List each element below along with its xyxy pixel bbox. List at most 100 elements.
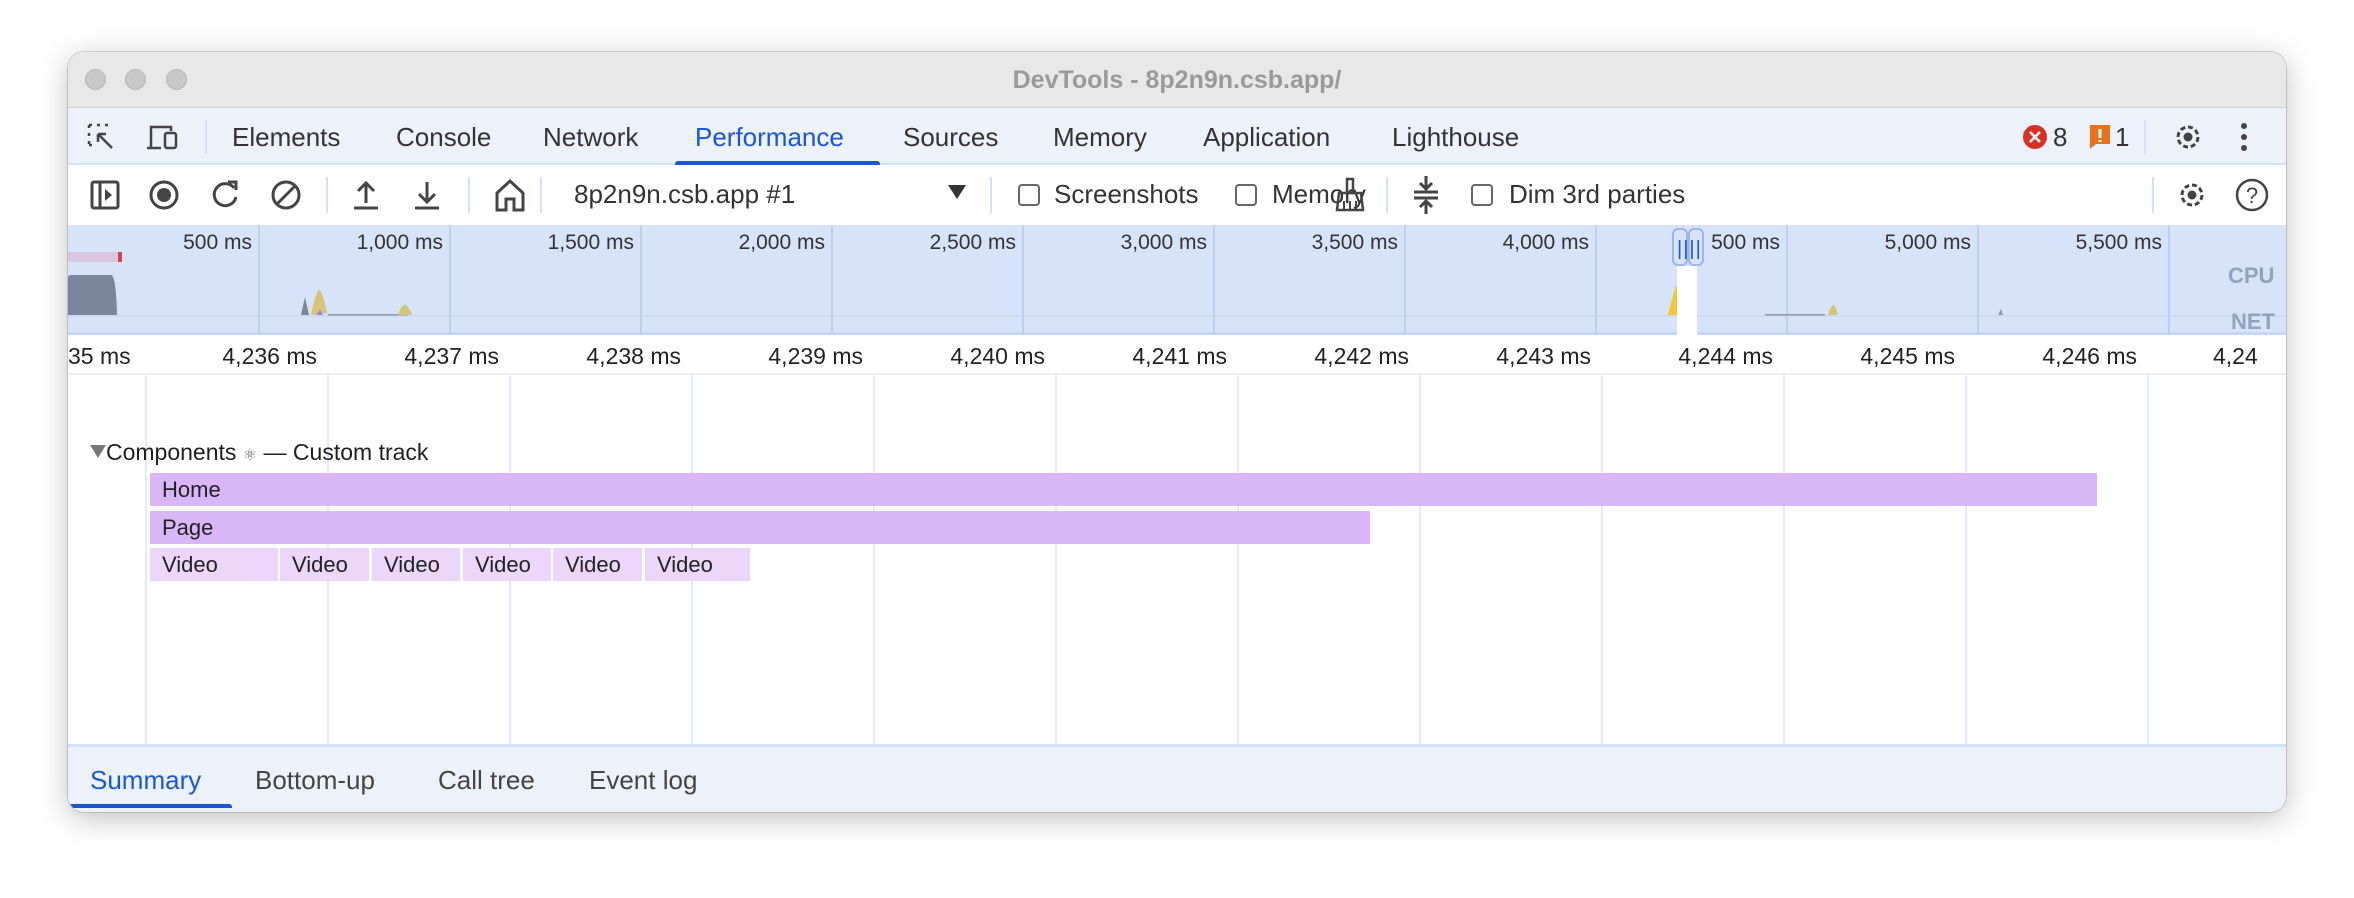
flame-bar-video[interactable]: Video <box>463 548 551 581</box>
overview-tick-label: 5,500 ms <box>2075 231 2162 254</box>
time-gridline <box>1055 375 1057 796</box>
tab-performance[interactable]: Performance <box>695 122 844 152</box>
selection-grip-icon: |||| <box>1677 238 1702 260</box>
flame-bar-page[interactable]: Page <box>150 511 1370 544</box>
selection-window[interactable] <box>1677 266 1697 335</box>
tab-elements[interactable]: Elements <box>232 122 341 152</box>
ruler-tick-label: 4,240 ms <box>950 343 1045 369</box>
flame-chart[interactable]: Components ⚛ — Custom track Home Page Vi… <box>68 375 2286 796</box>
flame-bar-video[interactable]: Video <box>372 548 460 581</box>
divider <box>326 177 328 213</box>
divider <box>205 120 207 154</box>
time-gridline <box>1601 375 1603 796</box>
react-atom-icon: ⚛ <box>242 447 258 464</box>
overview-gridline <box>831 225 833 335</box>
overview-gridline <box>1595 225 1597 335</box>
clear-icon[interactable] <box>270 179 302 211</box>
upload-profile-icon[interactable] <box>351 179 381 211</box>
tab-sources[interactable]: Sources <box>903 122 999 152</box>
recording-select[interactable]: 8p2n9n.csb.app #1 <box>574 179 796 209</box>
dim-3rd-parties-label[interactable]: Dim 3rd parties <box>1509 179 1686 209</box>
active-tab-indicator <box>68 804 232 808</box>
time-gridline <box>1419 375 1421 796</box>
inspect-element-icon[interactable] <box>86 122 118 154</box>
close-window-button[interactable] <box>85 69 106 90</box>
zoom-window-button[interactable] <box>166 69 187 90</box>
overview-gridline <box>258 225 260 335</box>
reload-record-icon[interactable] <box>210 179 240 211</box>
title-bar: DevTools - 8p2n9n.csb.app/ <box>68 52 2286 108</box>
capture-settings-gear-icon[interactable] <box>2176 179 2208 211</box>
overview-gridline <box>449 225 451 335</box>
sidebar-toggle-icon[interactable] <box>90 180 120 210</box>
ruler-tick-label: 4,242 ms <box>1314 343 1409 369</box>
timeline-overview[interactable]: |||| CPU NET 500 ms 1,000 ms 1,500 ms 2,000… <box>68 225 2286 335</box>
device-toolbar-icon[interactable] <box>145 122 181 154</box>
divider <box>2144 120 2146 154</box>
time-gridline <box>509 375 511 796</box>
collapse-triangle-icon[interactable] <box>90 445 106 458</box>
time-gridline <box>327 375 329 796</box>
time-gridline <box>2147 375 2149 796</box>
tab-application[interactable]: Application <box>1203 122 1331 152</box>
home-icon[interactable] <box>494 178 526 212</box>
overview-gridline <box>1786 225 1788 335</box>
collapse-tracks-icon[interactable] <box>1411 175 1441 215</box>
error-icon[interactable] <box>2022 124 2048 150</box>
warning-count[interactable]: 1 <box>2115 122 2130 152</box>
garbage-collect-broom-icon[interactable] <box>1334 177 1366 213</box>
warning-icon[interactable] <box>2089 124 2111 150</box>
tab-event-log[interactable]: Event log <box>589 765 698 795</box>
flame-bar-home[interactable]: Home <box>150 473 2097 506</box>
tab-network[interactable]: Network <box>543 122 639 152</box>
tab-console[interactable]: Console <box>396 122 492 152</box>
screenshots-checkbox[interactable] <box>1018 184 1040 206</box>
overview-gridline <box>640 225 642 335</box>
tab-memory[interactable]: Memory <box>1053 122 1147 152</box>
download-profile-icon[interactable] <box>412 179 442 211</box>
time-gridline <box>691 375 693 796</box>
devtools-window: DevTools - 8p2n9n.csb.app/ Elements Cons… <box>68 52 2286 812</box>
flame-bar-video[interactable]: Video <box>280 548 369 581</box>
ruler-tick-label: 35 ms <box>68 343 131 369</box>
overview-tick-label: 4,000 ms <box>1502 231 1589 254</box>
overview-gridline <box>1977 225 1979 335</box>
error-count[interactable]: 8 <box>2053 122 2068 152</box>
more-options-icon[interactable] <box>2238 121 2250 153</box>
overview-tick-label: 2,500 ms <box>929 231 1016 254</box>
memory-checkbox[interactable] <box>1235 184 1257 206</box>
screenshots-label[interactable]: Screenshots <box>1054 179 1199 209</box>
net-label: NET <box>2231 309 2275 334</box>
overview-gridline <box>1404 225 1406 335</box>
flame-bar-video[interactable]: Video <box>645 548 750 581</box>
overview-tick-label: 2,000 ms <box>738 231 825 254</box>
minimize-window-button[interactable] <box>125 69 146 90</box>
divider <box>468 177 470 213</box>
track-header[interactable]: Components ⚛ — Custom track <box>106 439 428 466</box>
time-gridline <box>1783 375 1785 796</box>
tab-call-tree[interactable]: Call tree <box>438 765 535 795</box>
time-ruler: 35 ms 4,236 ms 4,237 ms 4,238 ms 4,239 ms 4,2… <box>68 335 2286 375</box>
time-gridline <box>1965 375 1967 796</box>
dropdown-arrow-icon[interactable] <box>948 185 966 199</box>
ruler-tick-label: 4,237 ms <box>404 343 499 369</box>
selection-right-handle[interactable] <box>1688 228 1704 266</box>
settings-gear-icon[interactable] <box>2172 121 2204 153</box>
tab-lighthouse[interactable]: Lighthouse <box>1392 122 1520 152</box>
ruler-tick-label: 4,239 ms <box>768 343 863 369</box>
divider <box>1386 177 1388 213</box>
ruler-tick-label: 4,241 ms <box>1132 343 1227 369</box>
help-icon[interactable]: ? <box>2234 177 2270 213</box>
flame-bar-video[interactable]: Video <box>150 548 278 581</box>
time-gridline <box>145 375 147 796</box>
track-subtitle: — Custom track <box>263 439 429 465</box>
record-icon[interactable] <box>148 179 180 211</box>
svg-text:?: ? <box>2246 183 2258 208</box>
selection-left-handle[interactable] <box>1672 228 1688 266</box>
flame-bar-video[interactable]: Video <box>553 548 642 581</box>
dim-3rd-parties-checkbox[interactable] <box>1471 184 1493 206</box>
tab-summary[interactable]: Summary <box>90 765 202 795</box>
performance-toolbar: 8p2n9n.csb.app #1 Screenshots Memory Dim… <box>68 165 2286 225</box>
divider <box>540 177 542 213</box>
tab-bottom-up[interactable]: Bottom-up <box>255 765 375 795</box>
